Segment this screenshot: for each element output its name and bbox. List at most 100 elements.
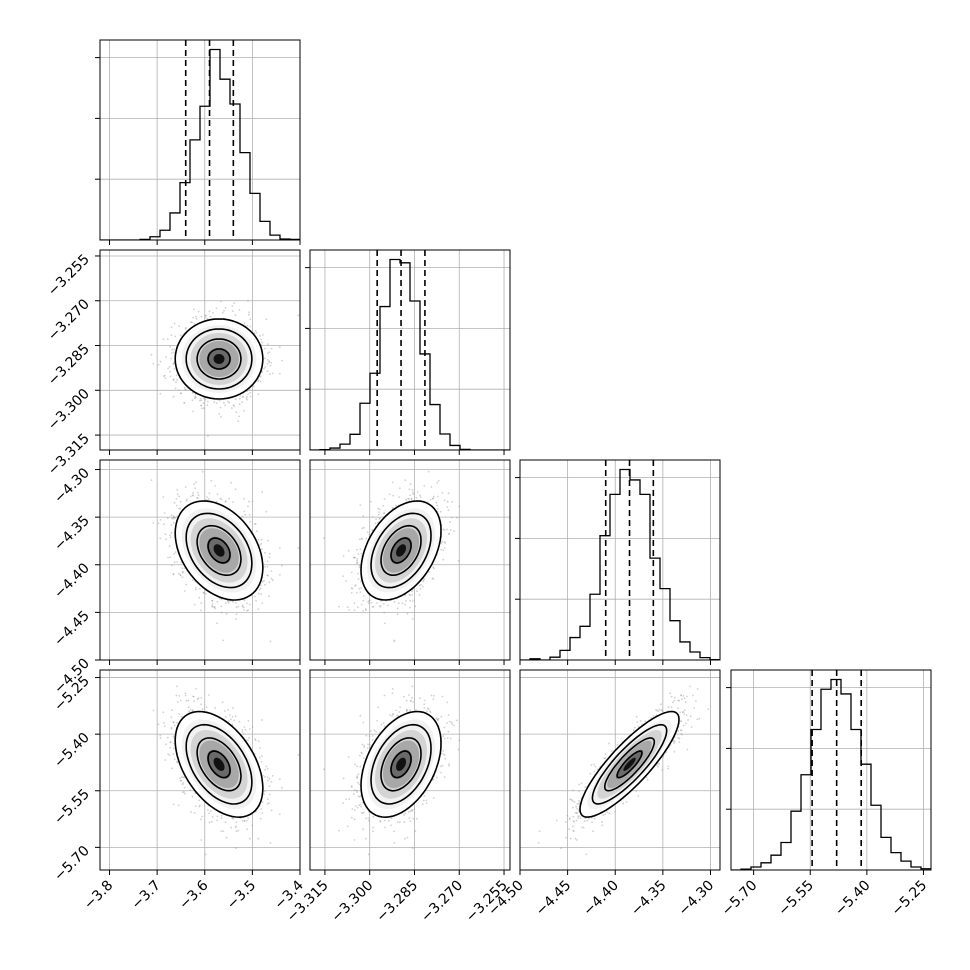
sample-point	[222, 830, 225, 833]
sample-point	[194, 487, 197, 490]
sample-point	[448, 533, 450, 535]
sample-point	[247, 393, 250, 395]
sample-point	[194, 396, 197, 399]
sample-point	[260, 338, 263, 341]
sample-point	[248, 603, 251, 606]
sample-point	[243, 726, 246, 728]
sample-point	[267, 343, 269, 345]
sample-point	[247, 505, 249, 508]
sample-point	[220, 817, 223, 820]
sample-point	[266, 574, 269, 577]
contour-line	[185, 512, 253, 589]
sample-point	[278, 573, 281, 576]
sample-point	[382, 505, 385, 507]
sample-point	[267, 574, 269, 577]
sample-point	[176, 489, 179, 491]
sample-point	[244, 513, 247, 516]
sample-point	[220, 598, 223, 601]
sample-point	[353, 609, 356, 612]
sample-point	[172, 521, 175, 524]
sample-point	[172, 362, 175, 365]
sample-point	[171, 564, 174, 567]
sample-point	[356, 558, 359, 560]
sample-point	[431, 577, 434, 580]
sample-point	[193, 695, 195, 698]
sample-point	[172, 351, 175, 354]
sample-point	[231, 310, 234, 312]
sample-point	[203, 592, 205, 594]
sample-point	[172, 721, 175, 724]
sample-point	[200, 609, 202, 612]
sample-point	[409, 599, 412, 602]
sample-point	[261, 371, 263, 373]
sample-point	[243, 819, 246, 822]
sample-point	[443, 547, 446, 549]
sample-point	[233, 405, 236, 408]
sample-point	[246, 819, 248, 822]
sample-point	[220, 814, 223, 817]
sample-point	[197, 697, 200, 700]
panel-3-1: −4.50−4.45−4.40−4.35−4.30	[51, 459, 301, 697]
y-tick-label: −3.270	[45, 296, 93, 344]
density-fill	[213, 544, 225, 557]
sample-point	[246, 324, 249, 327]
sample-point	[178, 495, 181, 498]
contour-line	[370, 512, 432, 589]
scatter-layer	[150, 299, 300, 437]
sample-point	[159, 737, 162, 739]
sample-point	[442, 558, 445, 561]
sample-point	[353, 585, 356, 587]
sample-point	[251, 500, 254, 503]
sample-point	[172, 573, 175, 576]
sample-point	[247, 313, 250, 316]
sample-point	[175, 374, 178, 377]
sample-point	[270, 347, 273, 350]
sample-point	[179, 500, 182, 503]
sample-point	[164, 533, 167, 536]
contour-line	[390, 537, 412, 564]
scatter-layer	[323, 470, 461, 643]
sample-point	[198, 596, 201, 599]
sample-point	[241, 604, 244, 607]
sample-point	[187, 706, 190, 709]
panel-2-2	[305, 249, 511, 455]
sample-point	[173, 561, 176, 564]
sample-point	[194, 395, 197, 398]
sample-point	[356, 559, 358, 562]
sample-point	[297, 547, 300, 549]
sample-point	[442, 528, 445, 531]
sample-point	[196, 496, 199, 499]
sample-point	[375, 518, 377, 520]
sample-point	[260, 808, 263, 810]
sample-point	[232, 501, 234, 503]
sample-point	[179, 574, 182, 577]
sample-point	[263, 580, 265, 582]
sample-point	[416, 590, 418, 593]
sample-point	[234, 488, 237, 491]
sample-point	[267, 352, 269, 355]
sample-point	[202, 591, 205, 594]
sample-point	[177, 804, 180, 807]
sample-point	[219, 497, 221, 500]
sample-point	[268, 777, 271, 780]
sample-point	[432, 495, 435, 498]
sample-point	[248, 311, 250, 314]
sample-point	[410, 497, 413, 500]
sample-point	[356, 562, 358, 564]
sample-point	[167, 556, 170, 559]
sample-point	[168, 754, 171, 757]
sample-point	[165, 538, 167, 541]
contour-line	[174, 318, 264, 400]
sample-point	[211, 600, 214, 602]
sample-point	[368, 599, 371, 602]
sample-point	[195, 688, 197, 690]
sample-point	[193, 322, 196, 325]
scatter-layer	[150, 470, 300, 643]
sample-point	[264, 583, 266, 586]
sample-point	[377, 513, 380, 516]
sample-point	[259, 544, 261, 546]
sample-point	[432, 566, 435, 569]
sample-point	[172, 395, 175, 398]
sample-point	[179, 392, 182, 395]
